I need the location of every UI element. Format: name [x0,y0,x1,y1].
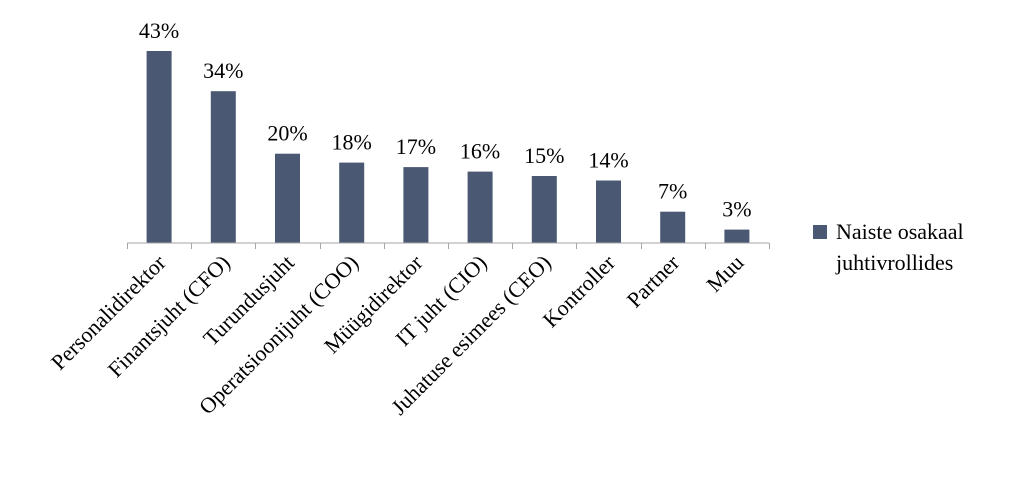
bar [724,229,750,243]
bar [339,162,365,243]
data-label: 34% [203,58,243,83]
bars-group [146,51,750,243]
bar [146,51,172,243]
bar [596,180,621,243]
data-label: 14% [588,148,628,173]
bar [531,176,557,243]
data-label: 20% [267,121,307,146]
data-labels-group: 43% 34% 20% 18% 17% 16% 15% 14% 7% 3% [139,18,752,222]
bar [660,211,686,243]
bar [403,167,429,243]
data-label: 7% [658,179,687,204]
x-ticks-group [127,243,770,249]
data-label: 18% [332,130,372,155]
x-tick-label: Muu [701,250,748,297]
x-tick-label: Partner [622,249,685,312]
bar [275,153,300,243]
data-label: 17% [396,134,436,159]
data-label: 16% [460,139,500,164]
data-label: 3% [722,197,751,222]
data-label: 43% [139,18,179,43]
x-tick-label: Personalidirektor [46,249,171,374]
data-label: 15% [524,143,564,168]
bar [210,91,236,243]
bar [467,171,493,243]
legend-swatch [813,225,827,239]
legend-label: Naiste osakaal juhtivrollides [836,219,964,275]
